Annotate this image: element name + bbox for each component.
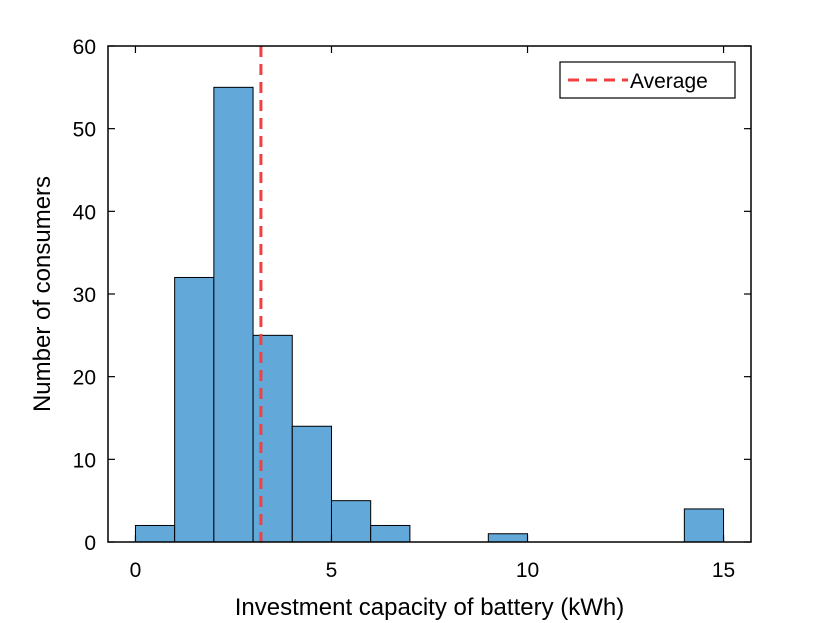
legend-average-label: Average <box>630 70 708 93</box>
bar-0-1 <box>134 524 176 543</box>
y-axis-title: Number of consumers <box>29 176 56 412</box>
y-tick-label-50: 50 <box>73 119 96 142</box>
x-tick-label-0: 0 <box>130 559 142 582</box>
x-axis-title: Investment capacity of battery (kWh) <box>235 594 624 621</box>
bars-group <box>134 86 725 543</box>
bar-6-7 <box>370 524 411 543</box>
x-tick-label-10: 10 <box>516 559 539 582</box>
y-tick-label-20: 20 <box>73 367 96 390</box>
bar-4-5 <box>291 425 332 543</box>
y-tick-label-60: 60 <box>73 36 96 59</box>
bar-2-3 <box>213 86 254 543</box>
y-tick-labels: 0 10 20 30 40 50 60 <box>73 36 96 555</box>
bar-14-15 <box>683 508 725 543</box>
bar-3-4 <box>252 334 293 543</box>
ticks-group <box>108 45 751 543</box>
bar-1-2 <box>174 276 215 543</box>
y-tick-label-0: 0 <box>84 532 96 555</box>
x-tick-label-5: 5 <box>326 559 338 582</box>
bar-9-10 <box>487 533 529 543</box>
y-tick-label-30: 30 <box>73 284 96 307</box>
legend: Average <box>559 61 736 99</box>
x-tick-label-15: 15 <box>712 559 735 582</box>
y-tick-label-10: 10 <box>73 449 96 472</box>
bar-5-6 <box>330 500 372 543</box>
x-tick-labels: 0 5 10 15 <box>130 559 736 582</box>
y-tick-label-40: 40 <box>73 201 96 224</box>
